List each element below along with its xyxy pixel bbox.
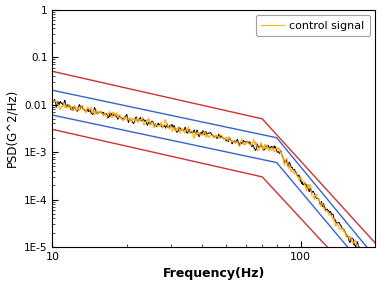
Line: control signal: control signal xyxy=(53,100,375,269)
control signal xyxy=(241,143,246,146)
Y-axis label: PSD(G^2/Hz): PSD(G^2/Hz) xyxy=(6,89,19,167)
control signal xyxy=(197,132,202,136)
control signal xyxy=(266,149,271,153)
Legend: control signal: control signal xyxy=(256,15,370,36)
control signal xyxy=(373,267,378,271)
control signal xyxy=(372,268,377,271)
X-axis label: Frequency(Hz): Frequency(Hz) xyxy=(163,267,265,281)
control signal xyxy=(134,117,138,120)
control signal xyxy=(108,110,112,114)
control signal xyxy=(51,99,56,102)
control signal xyxy=(50,100,55,104)
control signal xyxy=(294,171,298,175)
